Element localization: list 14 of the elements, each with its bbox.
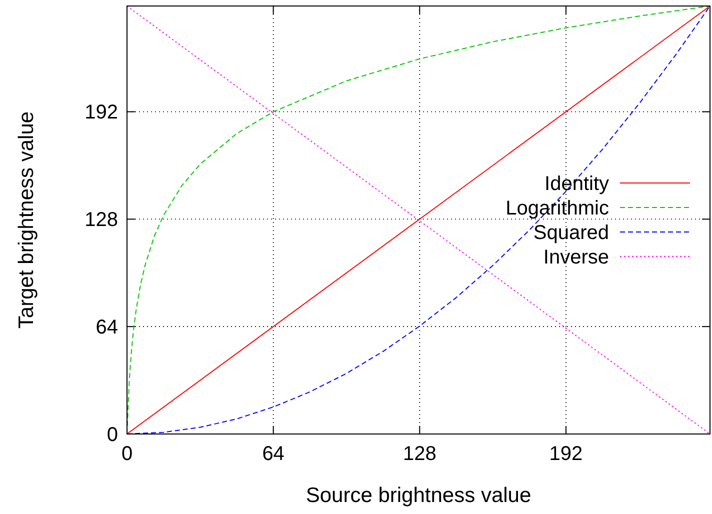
x-tick-label: 64 xyxy=(262,443,284,465)
legend-label: Squared xyxy=(533,222,609,244)
legend-label: Inverse xyxy=(543,246,609,268)
legend-label: Logarithmic xyxy=(506,198,609,220)
x-axis-title: Source brightness value xyxy=(306,484,532,507)
x-tick-label: 128 xyxy=(402,443,436,465)
x-tick-label: 192 xyxy=(549,443,583,465)
y-axis-title: Target brightness value xyxy=(15,111,38,329)
y-tick-label: 0 xyxy=(106,424,118,446)
y-tick-label: 64 xyxy=(96,316,118,339)
legend-label: Identity xyxy=(544,173,609,195)
y-tick-label: 128 xyxy=(84,209,118,232)
x-tick-label: 0 xyxy=(121,443,133,465)
y-tick-label: 192 xyxy=(84,102,118,124)
